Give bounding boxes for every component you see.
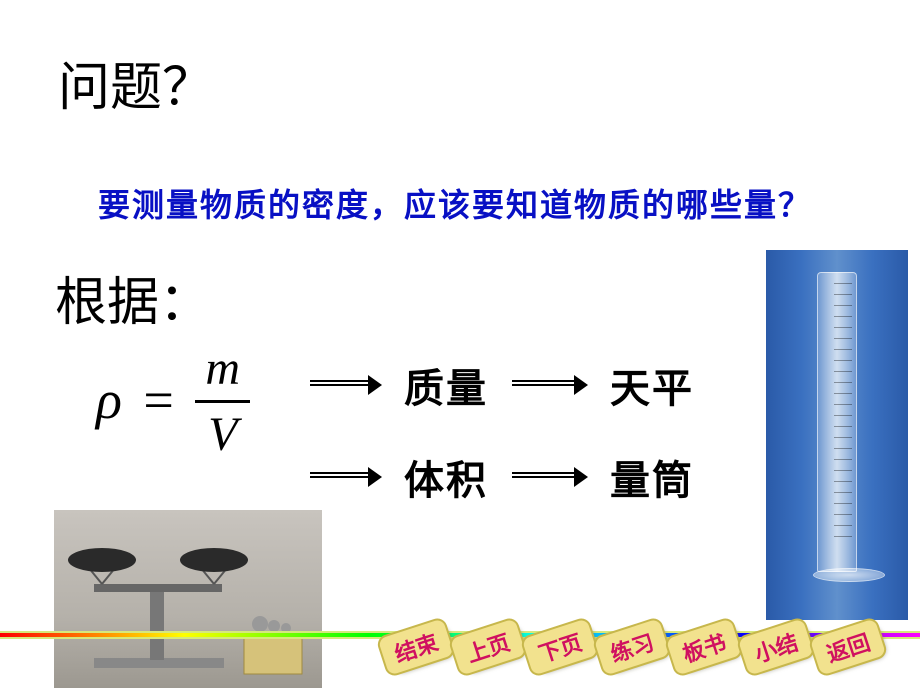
basis-label: 根据： [55,260,211,335]
nav-board-button[interactable]: 板书 [663,616,744,678]
nav-summary-button[interactable]: 小结 [735,616,816,678]
density-formula: ρ = m V [96,345,250,466]
arrow-icon [310,382,380,388]
formula-numerator: m [195,341,250,403]
nav-back-button[interactable]: 返回 [807,616,888,678]
balance-scale-image [54,510,322,688]
formula-denominator: V [195,403,250,462]
nav-end-button[interactable]: 结束 [375,616,456,678]
mass-tool-label: 天平 [610,356,694,414]
question-text: 要测量物质的密度，应该要知道物质的哪些量？ [98,180,812,226]
balance-scale-icon [64,518,314,686]
arrow-icon [310,474,380,480]
formula-lhs: ρ [96,370,122,430]
arrow-icon [512,474,586,480]
arrow-icon [512,382,586,388]
page-title: 问题？ [58,45,214,120]
nav-practice-button[interactable]: 练习 [591,616,672,678]
volume-flow-row: 体积 量筒 [310,448,694,506]
mass-flow-row: 质量 天平 [310,356,694,414]
formula-eq: = [135,370,181,430]
graduated-cylinder-image [766,250,908,620]
formula-fraction: m V [195,341,250,462]
nav-bar: 结束 上页 下页 练习 板书 小结 返回 [380,626,882,668]
mass-label: 质量 [404,356,488,414]
nav-next-button[interactable]: 下页 [519,616,600,678]
volume-label: 体积 [404,448,488,506]
volume-tool-label: 量筒 [610,448,694,506]
nav-prev-button[interactable]: 上页 [447,616,528,678]
